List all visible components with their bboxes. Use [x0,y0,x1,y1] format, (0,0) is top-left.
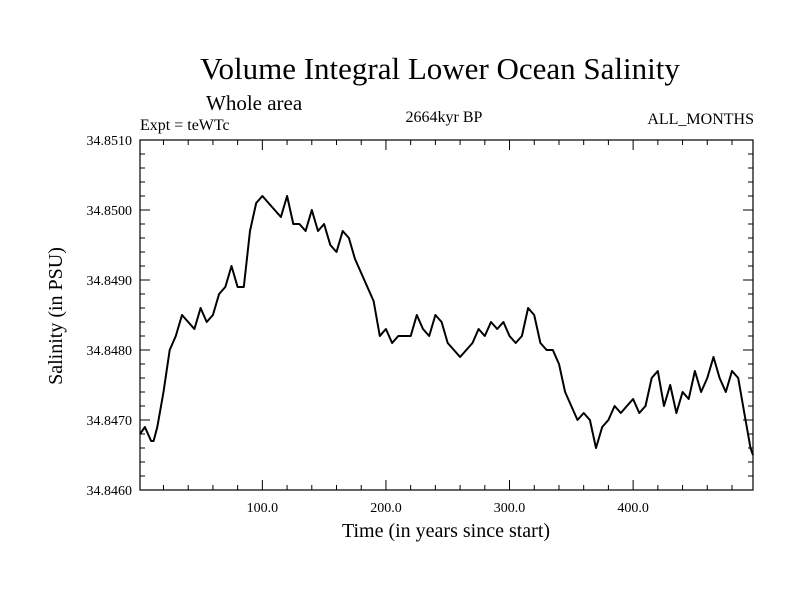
x-tick-label: 100.0 [247,501,279,516]
y-axis-label: Salinity (in PSU) [45,247,67,385]
y-tick-label: 34.8510 [87,134,133,149]
y-axis-ticks: 34.8460 34.8470 34.8480 34.8490 34.8500 34.85… [87,134,753,499]
period-label: 2664kyr BP [406,109,483,126]
y-tick-label: 34.8480 [87,344,133,359]
x-tick-label: 300.0 [494,501,526,516]
x-tick-label: 400.0 [617,501,649,516]
chart-subtitle: Whole area [206,91,303,115]
x-tick-label: 200.0 [370,501,402,516]
months-label: ALL_MONTHS [647,111,754,128]
y-tick-label: 34.8460 [87,484,133,499]
y-tick-label: 34.8490 [87,274,133,289]
salinity-series-line [139,195,754,456]
y-tick-label: 34.8470 [87,414,133,429]
plot-frame [139,139,754,491]
experiment-label: Expt = teWTc [140,117,230,134]
chart-title: Volume Integral Lower Ocean Salinity [200,51,680,86]
x-axis-ticks: 100.0 200.0 300.0 400.0 [162,140,733,516]
y-tick-label: 34.8500 [87,204,133,219]
x-axis-label: Time (in years since start) [342,520,550,542]
